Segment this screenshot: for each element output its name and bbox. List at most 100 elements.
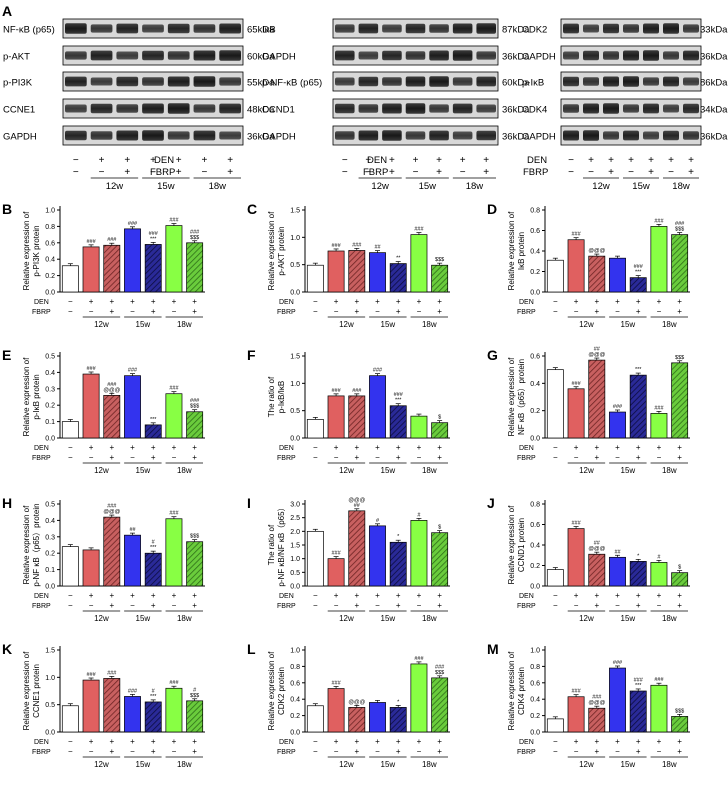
week-label: 15w (381, 320, 396, 329)
bar (369, 375, 386, 439)
y-axis-label-line: Relative expression of (267, 211, 276, 290)
fbrp-sign: + (677, 307, 682, 316)
panel-label: H (2, 495, 12, 511)
den-sign: − (313, 297, 318, 306)
fbrp-label: FBRP (32, 749, 51, 756)
blot-den-sign: + (460, 155, 466, 166)
den-sign: + (151, 443, 156, 452)
blot-band (663, 23, 679, 34)
den-sign: − (68, 297, 73, 306)
blot-band (90, 77, 113, 86)
blot-band (116, 104, 139, 113)
den-sign: − (313, 737, 318, 746)
blot-week-label: 15w (419, 181, 437, 192)
blot-band (116, 51, 139, 60)
den-sign: − (553, 443, 558, 452)
y-tick-label: 0.0 (45, 584, 55, 591)
y-axis-label: Relative expression ofp-AKT protein (267, 211, 286, 290)
blot-band (563, 130, 579, 141)
den-sign: + (89, 737, 94, 746)
bar (61, 265, 79, 293)
significance-mark: ## (129, 527, 136, 533)
bar (410, 520, 428, 587)
significance-mark: ### (414, 656, 424, 662)
bar (165, 518, 183, 587)
fbrp-sign: + (396, 601, 401, 610)
significance-mark: ### (613, 660, 623, 666)
bar (327, 688, 345, 733)
week-label: 12w (339, 320, 354, 329)
den-sign: + (594, 443, 599, 452)
y-tick-label: 0.3 (45, 386, 55, 393)
y-axis-label: Relative expression ofNF κB（p65）protein (507, 357, 526, 436)
bar (186, 700, 204, 733)
fbrp-sign: − (130, 453, 135, 462)
fbrp-sign: − (68, 453, 73, 462)
den-sign: + (334, 297, 339, 306)
fbrp-sign: − (172, 307, 177, 316)
bar (546, 718, 564, 733)
fbrp-sign: + (151, 453, 156, 462)
den-sign: − (553, 297, 558, 306)
blot-den-sign: + (365, 155, 371, 166)
significance-mark: ### (634, 677, 644, 683)
den-sign: + (396, 737, 401, 746)
blot-band (142, 77, 164, 86)
blot-band (583, 130, 599, 141)
significance-mark: ## (374, 245, 381, 251)
bar (410, 663, 428, 733)
blot-kda-label: 60kDa (247, 52, 275, 63)
fbrp-sign: − (172, 747, 177, 756)
fbrp-sign: + (396, 747, 401, 756)
significance-mark: ### (373, 368, 383, 374)
den-sign: − (553, 737, 558, 746)
y-axis-label: Relative expression ofp-NF κB（p65）protei… (22, 503, 41, 586)
fbrp-sign: + (354, 601, 359, 610)
week-label: 15w (621, 320, 636, 329)
y-axis-label-line: p-AKT protein (277, 226, 286, 275)
y-tick-label: 0.6 (45, 240, 55, 247)
y-tick-label: 0.2 (530, 713, 540, 720)
fbrp-sign: − (68, 747, 73, 756)
blot-band (219, 50, 241, 61)
bar (327, 250, 345, 293)
blot-band (219, 103, 241, 114)
blot-protein-label: CCNE1 (3, 105, 35, 116)
blot-band (643, 103, 659, 114)
blot-fbrp-sign: − (99, 167, 105, 178)
significance-mark: @@@ (588, 248, 605, 254)
y-tick-label: 0.4 (45, 370, 55, 377)
significance-mark: ### (331, 551, 341, 557)
y-axis-label-line: Relative expression of (507, 357, 516, 436)
blot-protein-label: GAPDH (522, 132, 556, 143)
bar (306, 419, 324, 439)
blot-protein-label: IκB (262, 25, 276, 36)
y-axis-label-line: Relative expression of (22, 211, 31, 290)
bar (629, 374, 647, 439)
blot-band (116, 130, 139, 141)
week-label: 18w (177, 760, 192, 769)
fbrp-sign: − (313, 747, 318, 756)
week-label: 15w (381, 760, 396, 769)
week-label: 18w (177, 466, 192, 475)
den-sign: + (172, 297, 177, 306)
den-label: DEN (34, 445, 49, 452)
chart-K: K 0.0 0.5 1.0 1.5 Relative expression ofCCNE1… (2, 641, 205, 769)
significance-mark: ### (169, 386, 179, 392)
fbrp-sign: + (636, 601, 641, 610)
blot-den-sign: + (176, 155, 182, 166)
bar (61, 705, 79, 733)
week-label: 18w (662, 320, 677, 329)
bar (348, 250, 366, 293)
bar (144, 552, 162, 587)
significance-mark: $ (678, 565, 681, 571)
den-sign: + (677, 737, 682, 746)
significance-mark: *** (635, 270, 642, 276)
significance-mark: ### (169, 511, 179, 517)
blot-band (142, 24, 164, 33)
blot-band (65, 130, 87, 141)
chart-I: I 0.0 0.5 1.0 1.5 2.0 2.5 3.0 The ratio ofp-NF κ… (247, 495, 450, 623)
y-axis-label-line: p-PI3K protein (32, 225, 41, 276)
y-tick-label: 0.4 (290, 697, 300, 704)
y-axis-label-line: CDK2 protein (277, 667, 286, 715)
